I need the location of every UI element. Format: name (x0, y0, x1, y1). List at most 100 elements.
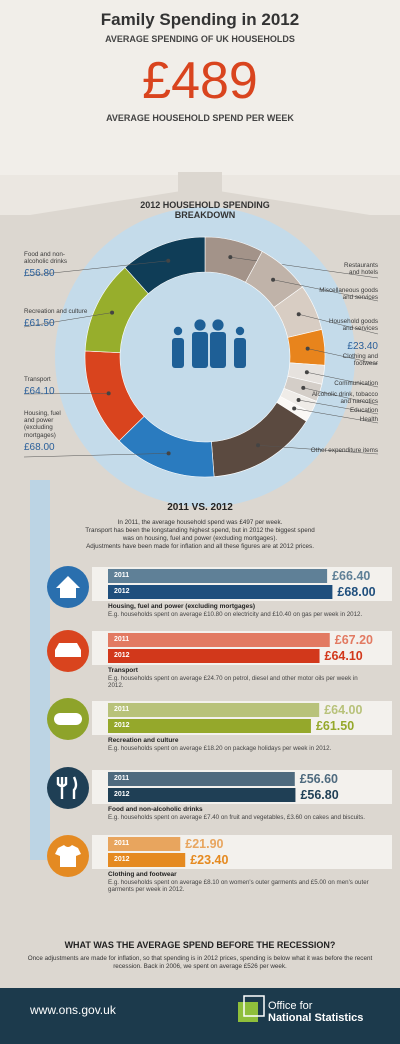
bar-title: Housing, fuel and power (excluding mortg… (108, 603, 255, 610)
leader-dot (292, 406, 297, 411)
logo-text: Office for (268, 1000, 313, 1012)
logo-text: National Statistics (268, 1012, 364, 1024)
leader-line (23, 453, 169, 458)
title: Family Spending in 2012 (100, 10, 300, 29)
donut-category-label: Other expenditure items (310, 447, 378, 454)
bar-value-label: £21.90 (185, 837, 224, 851)
family-head (212, 319, 224, 331)
bar-category-label: 2012 (114, 722, 130, 729)
leader-line (307, 348, 379, 365)
donut-category-label: Communication (334, 380, 378, 387)
bar-category-label: 2011 (114, 775, 130, 782)
recession-title: WHAT WAS THE AVERAGE SPEND BEFORE THE RE… (64, 940, 336, 950)
donut-category-label: Restaurants and hotels (344, 262, 378, 277)
bar (108, 633, 330, 647)
leader-line (303, 387, 379, 406)
cutlery-icon (56, 776, 78, 799)
donut-title: 2012 HOUSEHOLD SPENDING BREAKDOWN (140, 200, 270, 221)
icons (47, 566, 89, 877)
leader-line (258, 445, 379, 455)
donut-segment (124, 236, 206, 295)
comparison-text: Transport has been the longstanding high… (85, 527, 315, 534)
family-body (234, 338, 246, 368)
subtitle: AVERAGE SPENDING OF UK HOUSEHOLDS (105, 34, 295, 44)
leader-line (23, 312, 113, 328)
icon-food (47, 767, 89, 809)
bar-value-label: £67.20 (334, 633, 373, 647)
donut-category-label: Food and non-alcoholic drinks (24, 251, 68, 266)
comparison-text: was on housing, fuel and power (excludin… (122, 535, 278, 542)
bar-category-label: 2011 (114, 706, 130, 713)
headline: £489 (142, 52, 258, 110)
bar-value-label: £61.50 (315, 719, 355, 733)
leader-line (23, 260, 169, 277)
leader-dot (296, 312, 301, 317)
bar-title: Recreation and culture (108, 737, 179, 744)
family-head (194, 319, 206, 331)
donut-category-label: Transport (24, 376, 51, 383)
recession-text: Once adjustments are made for inflation,… (27, 955, 373, 962)
leader-dot (228, 255, 233, 260)
donut-category-label: Education (349, 407, 378, 414)
bar-subtitle: E.g. households spent on average £8.10 o… (108, 879, 369, 894)
bar-category-label: 2011 (114, 636, 130, 643)
comparison-text: Adjustments have been made for inflation… (86, 543, 314, 550)
bar (108, 703, 320, 717)
bar-value-label: £56.60 (299, 772, 338, 786)
donut-category-label: Housing, fuel and power (excluding mortg… (24, 410, 61, 439)
header-bg (0, 0, 400, 175)
car-icon (55, 643, 81, 657)
family-body (210, 332, 226, 368)
donut-category-label: Alcoholic drink, tobacco and narcotics (311, 391, 378, 406)
leader-dot (304, 370, 309, 375)
leader-line (230, 256, 379, 279)
house-icon (56, 576, 80, 598)
footer-url: www.ons.gov.uk (30, 1003, 116, 1017)
bar-value-label: £66.40 (332, 569, 371, 583)
leader-line (306, 372, 379, 388)
donut-value-label: £56.80 (24, 268, 55, 279)
bar-value-label: £23.40 (190, 853, 229, 867)
headline-caption: AVERAGE HOUSEHOLD SPEND PER WEEK (106, 113, 294, 123)
bar-value-label: £64.00 (324, 703, 363, 717)
donut-category-label: Recreation and culture (24, 308, 88, 315)
bar-category-label: 2012 (114, 588, 130, 595)
bar (108, 837, 181, 851)
bar (108, 772, 295, 786)
leader-line (298, 399, 379, 415)
logo-square (238, 1002, 258, 1022)
bar-category-label: 2012 (114, 856, 130, 863)
leader-line (273, 279, 379, 302)
family-head (173, 326, 183, 336)
leader-dot (106, 391, 111, 396)
family-body (172, 338, 184, 368)
leader-line (298, 314, 379, 335)
bar-category-label: 2011 (114, 572, 130, 579)
gamepad-icon (54, 713, 82, 725)
footer-bg (0, 988, 400, 1044)
bar-title: Clothing and footwear (108, 871, 177, 878)
leader-dot (296, 398, 301, 403)
bar (108, 788, 296, 802)
family-body (192, 332, 208, 368)
bar-value-label: £64.10 (324, 649, 363, 663)
leader-dot (301, 385, 306, 390)
donut-value-label: £68.00 (24, 442, 55, 453)
donut-category-label: Household goods and services (328, 318, 378, 333)
logo-frame (243, 995, 265, 1017)
comparison-text: In 2011, the average household spend was… (117, 519, 283, 526)
bar-category-label: 2012 (114, 652, 130, 659)
donut-category-label: Health (359, 416, 378, 423)
bar-subtitle: E.g. households spent on average £10.80 … (108, 611, 363, 618)
bar-title: Food and non-alcoholic drinks (108, 806, 203, 813)
leader-dot (256, 443, 261, 448)
bar-value-label: £68.00 (337, 585, 376, 599)
donut-value-label: £61.50 (24, 317, 55, 329)
leader-dot (166, 258, 171, 263)
bar (108, 649, 320, 663)
donut-category-label: Miscellaneous goods and services (319, 287, 378, 302)
bar-subtitle: E.g. households spent on average £7.40 o… (108, 814, 365, 821)
